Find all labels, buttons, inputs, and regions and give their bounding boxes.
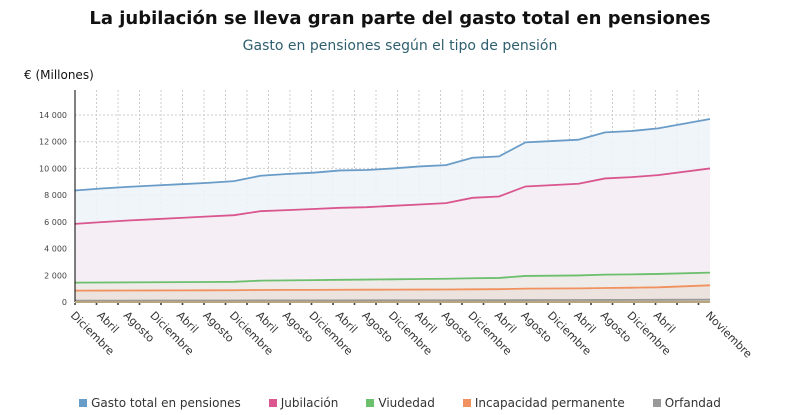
- x-tick: [697, 303, 700, 305]
- x-tick: [332, 303, 334, 305]
- x-tick: [611, 303, 614, 305]
- y-tick-label: 2 000: [44, 271, 67, 280]
- y-tick-label: 14 000: [39, 111, 67, 120]
- chart-title: La jubilación se lleva gran parte del ga…: [89, 8, 711, 29]
- y-tick-label: 4 000: [44, 245, 67, 254]
- x-tick: [676, 303, 678, 305]
- legend-swatch: [366, 399, 375, 407]
- y-tick-label: 12 000: [39, 138, 67, 147]
- x-tick: [547, 303, 549, 305]
- series-line: [74, 118, 711, 192]
- x-tick: [633, 303, 635, 305]
- legend-label: Gasto total en pensiones: [91, 396, 241, 410]
- x-tick: [246, 303, 248, 305]
- series-area: [75, 168, 710, 302]
- legend-swatch: [79, 399, 88, 407]
- x-tick: [568, 303, 571, 305]
- legend-label: Viudedad: [378, 396, 435, 410]
- x-tick: [74, 303, 76, 305]
- x-tick: [504, 303, 506, 305]
- legend-label: Incapacidad permanente: [474, 396, 625, 410]
- y-tick-label: 8 000: [44, 191, 67, 200]
- x-tick: [439, 303, 442, 305]
- x-tick: [203, 303, 205, 305]
- legend-swatch: [462, 399, 471, 407]
- series-area: [75, 285, 710, 302]
- legend: Gasto total en pensiones Jubilación Viuded…: [0, 396, 800, 410]
- series-line: [74, 284, 711, 292]
- legend-swatch: [268, 399, 277, 407]
- x-tick: [267, 303, 270, 305]
- y-axis-label: € (Millones): [24, 68, 94, 82]
- legend-label: Jubilación: [280, 396, 339, 410]
- series-line: [74, 167, 711, 225]
- x-tick: [117, 303, 119, 305]
- legend-swatch: [652, 399, 661, 407]
- series-line: [74, 298, 711, 302]
- y-tick-label: 0: [62, 298, 67, 307]
- x-tick: [181, 303, 184, 305]
- x-tick: [396, 303, 399, 305]
- x-tick-label: Noviembre: [703, 309, 755, 361]
- x-tick: [289, 303, 291, 305]
- legend-item[interactable]: Gasto total en pensiones: [79, 396, 241, 410]
- legend-label: Orfandad: [664, 396, 721, 410]
- x-tick: [525, 303, 528, 305]
- x-tick: [482, 303, 485, 305]
- x-tick: [160, 303, 162, 305]
- x-tick: [353, 303, 356, 305]
- x-tick: [310, 303, 313, 305]
- x-tick: [461, 303, 463, 305]
- legend-item[interactable]: Incapacidad permanente: [462, 396, 625, 410]
- x-tick: [418, 303, 420, 305]
- y-tick-label: 6 000: [44, 218, 67, 227]
- x-tick: [224, 303, 227, 305]
- legend-item[interactable]: Orfandad: [652, 396, 721, 410]
- chart-subtitle: Gasto en pensiones según el tipo de pens…: [242, 38, 558, 54]
- x-tick: [375, 303, 377, 305]
- x-tick: [590, 303, 592, 305]
- series-line: [74, 271, 711, 284]
- x-tick: [138, 303, 141, 305]
- x-tick: [95, 303, 98, 305]
- legend-item[interactable]: Viudedad: [366, 396, 435, 410]
- y-tick-label: 10 000: [39, 164, 67, 173]
- x-tick: [654, 303, 657, 305]
- legend-item[interactable]: Jubilación: [268, 396, 339, 410]
